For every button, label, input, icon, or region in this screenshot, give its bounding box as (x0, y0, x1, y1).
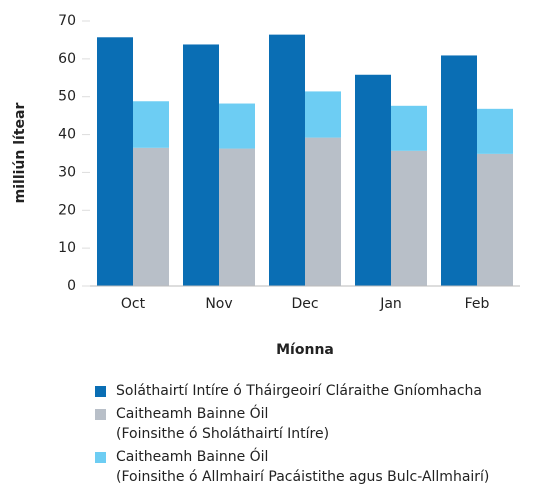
bar (391, 150, 427, 286)
legend-item: Caitheamh Bainne Óil (Foinsithe ó Sholát… (95, 404, 489, 444)
legend-label: Caitheamh Bainne Óil (Foinsithe ó Sholát… (116, 406, 330, 442)
bar (219, 148, 255, 286)
y-tick-label: 10 (58, 240, 76, 256)
legend-swatch (95, 452, 106, 463)
x-tick-label: Oct (121, 296, 146, 312)
chart: Míonna milliún lítear 0 10 20 30 40 50 60 70 Oct… (12, 13, 520, 358)
bar (477, 108, 513, 154)
bar (477, 153, 513, 286)
x-axis-label: Míonna (276, 342, 334, 358)
bar (441, 55, 477, 287)
bar (305, 91, 341, 138)
legend-label: Caitheamh Bainne Óil (Foinsithe ó Allmha… (116, 449, 490, 485)
legend-swatch (95, 409, 106, 420)
legend-item: Caitheamh Bainne Óil (Foinsithe ó Allmha… (95, 447, 489, 487)
bar (391, 105, 427, 151)
bar (97, 37, 133, 287)
bar (305, 137, 341, 286)
y-tick-label: 40 (58, 127, 76, 143)
bar (133, 147, 169, 286)
x-tick-label: Feb (465, 296, 490, 312)
y-tick-label: 20 (58, 202, 76, 218)
x-tick-label: Dec (291, 296, 318, 312)
x-tick-label: Jan (379, 296, 402, 312)
bar (133, 101, 169, 148)
legend-swatch (95, 386, 106, 397)
legend-label: Soláthairtí Intíre ó Tháirgeoirí Clárait… (116, 383, 483, 399)
legend: Soláthairtí Intíre ó Tháirgeoirí Clárait… (95, 381, 489, 488)
bar (183, 44, 219, 286)
y-axis-label: milliún lítear (12, 103, 28, 204)
legend-item: Soláthairtí Intíre ó Tháirgeoirí Clárait… (95, 381, 489, 401)
bar (269, 34, 305, 286)
y-tick-label: 0 (67, 278, 76, 294)
y-tick-label: 30 (58, 164, 76, 180)
x-tick-label: Nov (205, 296, 232, 312)
y-tick-label: 70 (58, 13, 76, 29)
bar (219, 103, 255, 149)
y-tick-label: 60 (58, 51, 76, 67)
bar (355, 74, 391, 286)
y-tick-label: 50 (58, 89, 76, 105)
